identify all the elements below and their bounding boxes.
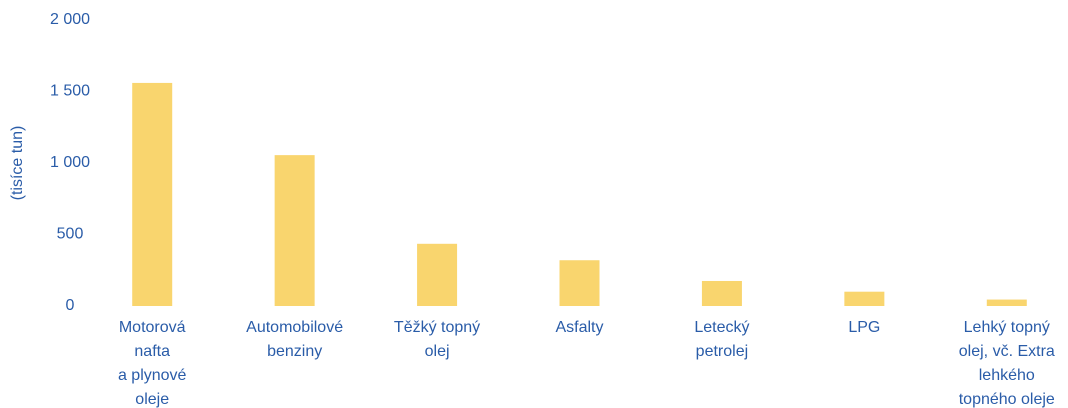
bar — [274, 155, 315, 306]
x-tick-label: Letecký petrolej — [694, 319, 750, 360]
bar — [701, 280, 742, 306]
bar — [559, 260, 600, 306]
y-tick-label: 0 — [66, 297, 75, 314]
x-tick-label: Motorová nafta a plynové oleje — [117, 319, 187, 408]
x-tick-label: Automobilové benziny — [246, 319, 344, 360]
x-tick-label: LPG — [848, 319, 881, 336]
y-tick-label: 2 000 — [50, 11, 90, 28]
y-tick-label: 1 000 — [50, 154, 90, 171]
bar — [986, 299, 1027, 306]
bar — [844, 291, 885, 306]
y-tick-label: 1 500 — [50, 83, 90, 100]
y-tick-label: 500 — [57, 226, 84, 243]
x-tick-label: Lehký topný olej, vč. Extra lehkého topn… — [958, 319, 1055, 408]
x-tick-label: Těžký topný olej — [393, 319, 481, 360]
bar — [417, 243, 458, 306]
y-axis-label: (tisíce tun) — [9, 126, 26, 201]
x-tick-label: Asfalty — [555, 319, 604, 336]
bar — [132, 82, 173, 306]
